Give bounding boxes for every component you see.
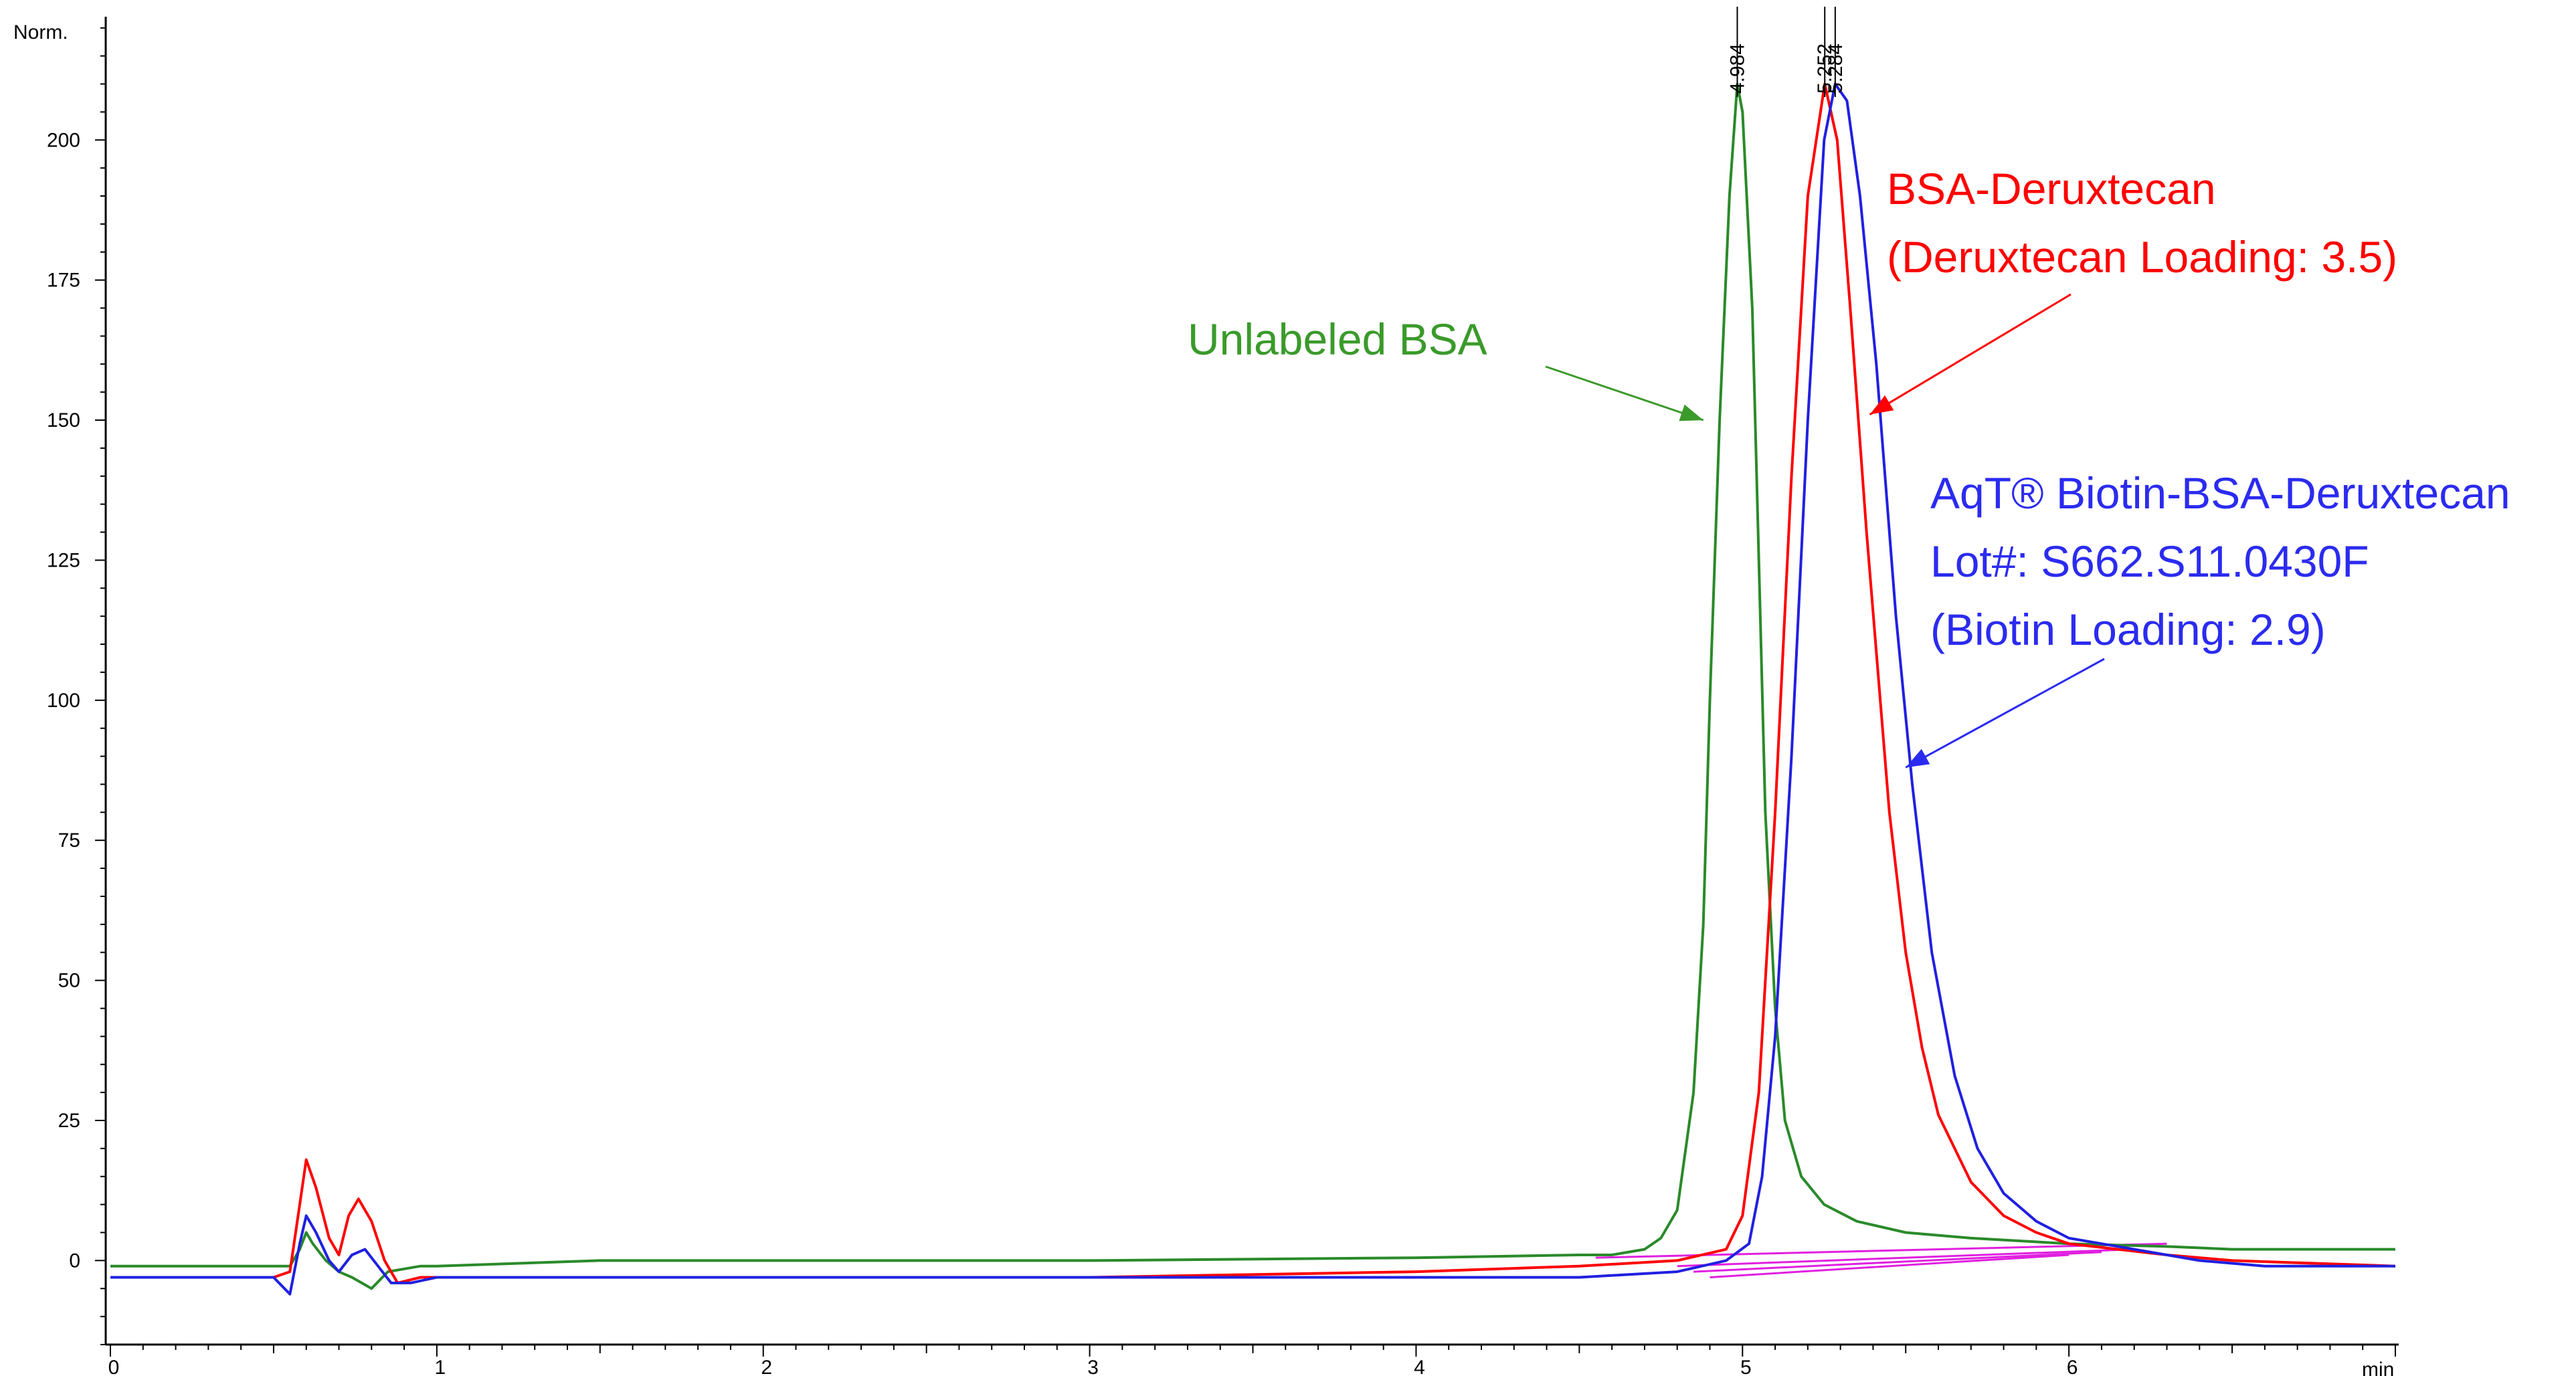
annotation-text: AqT® Biotin-BSA-Deruxtecan [1930,468,2510,518]
annotation-text: Lot#: S662.S11.0430F [1930,536,2369,586]
arrow-head [1679,404,1704,421]
arrow-head [1906,749,1930,768]
tick-layer: 0 25 50 75 100 125 150 175 200 0 1 2 3 4 5 6 [47,27,2396,1376]
series-line-1 [110,82,2395,1290]
x-axis-label: min [2362,1359,2394,1376]
annotation-text: (Deruxtecan Loading: 3.5) [1887,232,2397,282]
annotation-arrow [1545,365,1704,421]
peak-label: 5.284 [1825,43,1847,94]
annotation-text: BSA-Deruxtecan [1887,164,2216,213]
x-tick-label: 5 [1740,1357,1752,1376]
y-tick-label: 150 [47,409,80,431]
arrow-head [1869,395,1894,415]
x-tick-label: 4 [1414,1357,1425,1376]
x-tick-label: 3 [1087,1357,1099,1376]
x-tick-label: 0 [108,1357,120,1376]
x-tick-label: 2 [761,1357,772,1376]
series-line-2 [110,82,2396,1284]
annotation-arrow [1869,293,2072,415]
integration-baseline [1595,1242,2167,1259]
peak-label: 5.252 [1814,43,1836,94]
x-tick-label: 6 [2067,1357,2078,1376]
y-axis-label: Norm. [13,21,68,43]
annotation-text: Unlabeled BSA [1188,314,1487,364]
series-layer [110,82,2396,1296]
integration-baseline [1677,1248,2134,1268]
annotation-text: (Biotin Loading: 2.9) [1930,605,2326,654]
y-tick-label: 50 [58,970,80,992]
series-line-3 [110,82,2395,1296]
y-tick-label: 100 [47,690,80,712]
integration-baseline [1693,1251,2102,1273]
y-tick-label: 25 [58,1110,80,1132]
y-tick-label: 75 [58,829,80,852]
y-tick-label: 175 [47,270,80,292]
annotation-layer: Unlabeled BSA BSA-Deruxtecan (Deruxtecan L… [1188,164,2510,769]
baseline-layer [1595,1242,2167,1278]
y-tick-label: 125 [47,549,80,571]
annotation-arrow [1905,658,2105,769]
axes: Norm. min [13,17,2399,1376]
y-tick-label: 200 [47,129,80,151]
x-tick-label: 1 [435,1357,446,1376]
peak-label: 4.984 [1726,43,1748,94]
y-tick-label: 0 [69,1250,80,1272]
integration-baseline [1710,1254,2069,1278]
